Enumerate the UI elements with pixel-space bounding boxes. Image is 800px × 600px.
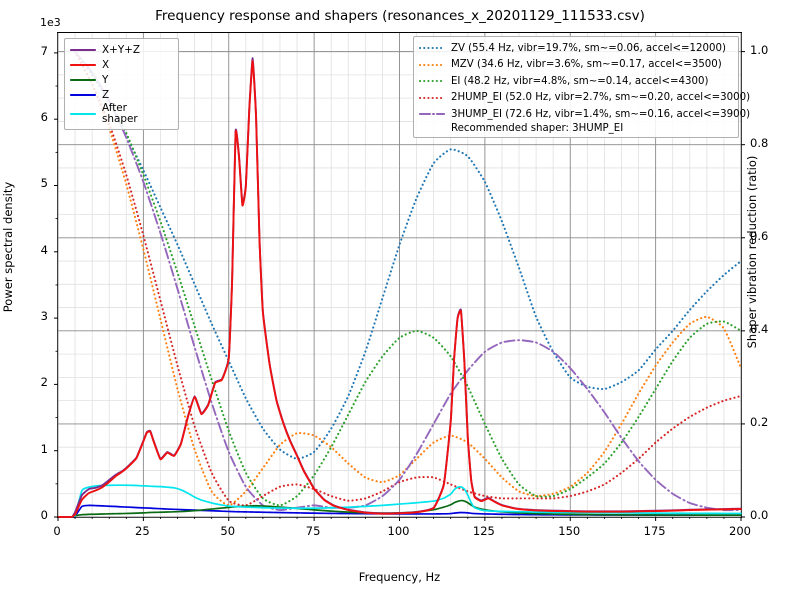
y-left-tick-label: 2: [40, 375, 48, 390]
tick-marks: [54, 51, 745, 521]
x-tick-label: 0: [53, 524, 61, 538]
legend-line-sample-icon: [419, 42, 445, 54]
legend-item-zv: ZV (55.4 Hz, vibr=19.7%, sm~=0.06, accel…: [419, 40, 733, 57]
legend-item-label: EI (48.2 Hz, vibr=4.8%, sm~=0.14, accel<…: [451, 75, 709, 87]
legend-item-mzv: MZV (34.6 Hz, vibr=3.6%, sm~=0.17, accel…: [419, 57, 733, 74]
legend-item-2hump_ei: 2HUMP_EI (52.0 Hz, vibr=2.7%, sm~=0.20, …: [419, 90, 750, 107]
legend-item-label: Y: [102, 73, 109, 86]
x-tick-label: 150: [558, 524, 581, 538]
plot-svg: [54, 33, 745, 521]
legend-item-x: X: [70, 57, 173, 72]
legend-shapers: ZV (55.4 Hz, vibr=19.7%, sm~=0.06, accel…: [413, 36, 750, 138]
legend-item-label: Z: [102, 88, 110, 101]
y-left-tick-label: 4: [40, 242, 48, 257]
shaper-curves: [74, 50, 743, 512]
legend-line-sample-icon: [70, 59, 96, 71]
legend-line-sample-icon: [419, 59, 445, 71]
legend-psd: X+Y+Z X Y Z After shaper: [64, 38, 179, 130]
y-right-tick-label: 0.6: [750, 228, 769, 243]
psd-curve-x: [74, 59, 742, 516]
shaper-curve-2hump_ei: [74, 50, 743, 507]
legend-line-sample-icon: [70, 89, 96, 101]
y-left-tick-label: 1: [40, 441, 48, 456]
legend-item-label: MZV (34.6 Hz, vibr=3.6%, sm~=0.17, accel…: [451, 59, 722, 71]
shaper-curve-3hump_ei: [74, 50, 742, 512]
x-axis-label: Frequency, Hz: [358, 570, 441, 584]
legend-line-sample-icon: [70, 108, 96, 120]
x-tick-label: 200: [729, 524, 751, 538]
y-left-tick-label: 5: [40, 176, 48, 191]
x-tick-label: 25: [135, 524, 150, 538]
legend-item-label: X+Y+Z: [102, 43, 140, 56]
legend-line-sample-icon: [70, 44, 96, 56]
legend-item-label: After shaper: [102, 101, 138, 125]
y-right-tick-label: 0.8: [750, 135, 769, 150]
x-tick-label: 50: [220, 524, 236, 538]
legend-item-y: Y: [70, 72, 173, 87]
psd-curve-z: [74, 504, 742, 518]
y-left-tick-label: 0: [40, 508, 48, 522]
y-right-tick-label: 0.4: [750, 321, 769, 336]
legend-item-x-y-z: X+Y+Z: [70, 42, 173, 57]
y-right-tick-label: 0.0: [750, 508, 769, 522]
legend-item-label: 2HUMP_EI (52.0 Hz, vibr=2.7%, sm~=0.20, …: [451, 92, 751, 104]
legend-item-label: ZV (55.4 Hz, vibr=19.7%, sm~=0.06, accel…: [451, 42, 726, 54]
legend-line-sample-icon: [419, 92, 445, 104]
legend-line-sample-icon: [419, 108, 445, 120]
legend-item-ei: EI (48.2 Hz, vibr=4.8%, sm~=0.14, accel<…: [419, 73, 733, 90]
page-title: Frequency response and shapers (resonanc…: [155, 8, 645, 24]
x-tick-label: 175: [643, 524, 666, 538]
legend-item-after-shaper: After shaper: [70, 102, 173, 126]
y-left-tick-label: 6: [40, 110, 48, 125]
y-right-tick-label: 1.0: [750, 42, 769, 57]
x-tick-label: 100: [387, 524, 410, 538]
legend-line-sample-icon: [70, 74, 96, 86]
y-right-tick-label: 0.2: [750, 414, 769, 429]
legend-item-label: X: [102, 58, 110, 71]
shaper-curve-ei: [74, 50, 743, 507]
psd-curves: [58, 57, 742, 518]
y-left-tick-label: 3: [40, 309, 48, 324]
x-tick-label: 75: [305, 524, 321, 538]
recommended-shaper-note: Recommended shaper: 3HUMP_EI: [451, 122, 624, 134]
legend-item-3hump_ei: 3HUMP_EI (72.6 Hz, vibr=1.4%, sm~=0.16, …: [419, 106, 750, 123]
psd-lead-in: [71, 513, 76, 518]
y-axis-exponent-label: 1e3: [40, 16, 61, 29]
psd-curve-after-shaper: [74, 484, 742, 517]
legend-item-z: Z: [70, 87, 173, 102]
legend-line-sample-icon: [419, 75, 445, 87]
x-tick-label: 125: [472, 524, 495, 538]
legend-item-label: 3HUMP_EI (72.6 Hz, vibr=1.4%, sm~=0.16, …: [451, 108, 751, 120]
y-left-tick-label: 7: [40, 43, 48, 58]
